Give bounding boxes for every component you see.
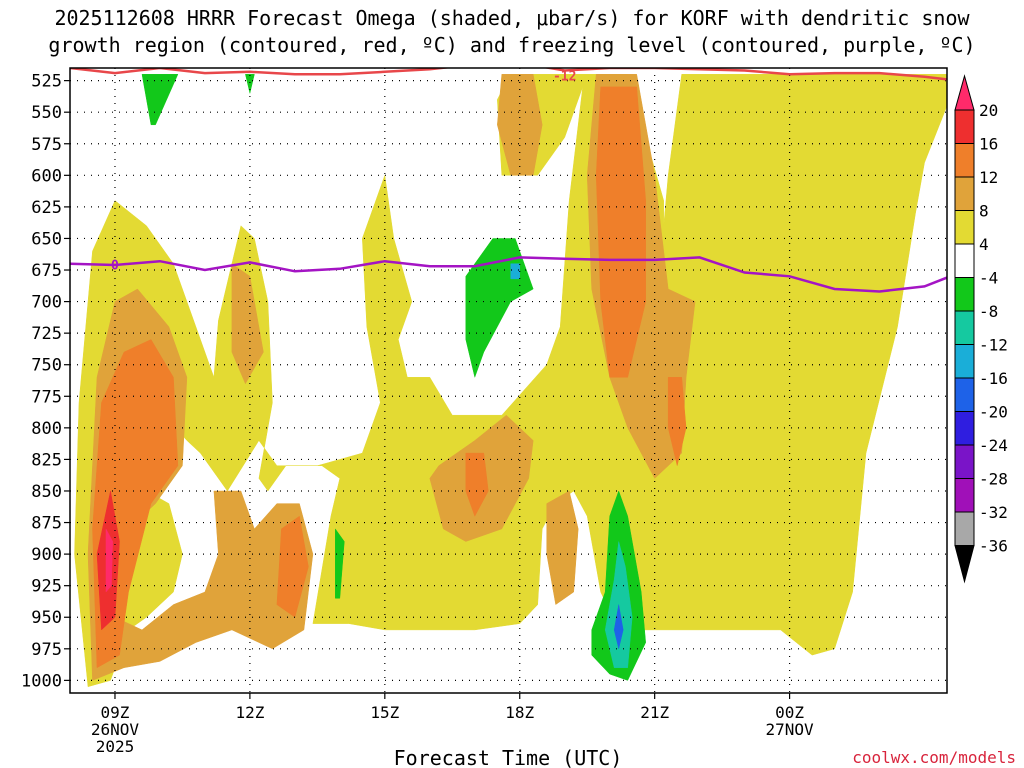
omega-region-down-12-20: [510, 263, 520, 280]
colorbar-tick-label-7: -12: [979, 336, 1008, 355]
x-axis-label: Forecast Time (UTC): [394, 746, 623, 768]
y-tick-label-1000: 1000: [21, 671, 62, 691]
colorbar-top-arrow: [954, 74, 975, 111]
y-tick-label-700: 700: [31, 293, 62, 313]
y-tick-label-875: 875: [31, 514, 62, 534]
y-tick-label-550: 550: [31, 103, 62, 123]
colorbar-tick-label-4: 4: [979, 235, 989, 254]
colorbar-tick-label-11: -28: [979, 470, 1008, 489]
y-tick-label-825: 825: [31, 450, 62, 470]
omega-region-down-4-14: [141, 74, 179, 126]
colorbar: 20 16 12 8 4 -4 -8 -12 -16 -20 -24 -28 -32 -36: [954, 74, 1008, 584]
colorbar-tick-label-3: 8: [979, 202, 989, 221]
colorbar-tick-label-8: -16: [979, 369, 1008, 388]
colorbar-swatch-8: [954, 344, 975, 379]
y-tick-label-750: 750: [31, 356, 62, 376]
omega-region-down-4-16: [335, 528, 345, 599]
omega-region-up-20-13: [105, 528, 113, 593]
colorbar-tick-label-1: 16: [979, 135, 998, 154]
colorbar-swatch-7: [954, 310, 975, 345]
y-tick-label-950: 950: [31, 608, 62, 628]
colorbar-swatch-2: [954, 143, 975, 178]
omega-region-up-12-9: [595, 86, 646, 378]
x-tick-label-09Z-2: 26NOV: [91, 720, 140, 739]
y-tick-label-675: 675: [31, 261, 62, 281]
colorbar-swatch-6: [954, 277, 975, 312]
y-tick-label-525: 525: [31, 72, 62, 92]
colorbar-swatch-4: [954, 210, 975, 245]
colorbar-swatch-1: [954, 109, 975, 144]
chart-title-line1: 2025112608 HRRR Forecast Omega (shaded, …: [54, 6, 970, 30]
colorbar-swatch-11: [954, 444, 975, 479]
freezing-level-0-line: [70, 256, 947, 293]
colorbar-tick-label-0: 20: [979, 101, 998, 120]
y-tick-label-650: 650: [31, 229, 62, 249]
y-tick-label-800: 800: [31, 419, 62, 439]
colorbar-tick-label-2: 12: [979, 168, 998, 187]
plot-frame: [69, 67, 948, 694]
colorbar-swatch-12: [954, 478, 975, 513]
y-tick-label-600: 600: [31, 166, 62, 186]
x-tick-label-12Z-1: 12Z: [235, 703, 264, 722]
omega-region-down-4-15: [245, 74, 255, 94]
source-credit[interactable]: coolwx.com/models: [852, 748, 1016, 767]
y-axis-ticks: 525 550 575 600 625 650 675 700 725 750 775 800 825 8…: [21, 72, 70, 691]
omega-region-up-12-11: [465, 452, 489, 517]
chart-title-line2: growth region (contoured, red, ºC) and f…: [48, 33, 975, 57]
x-tick-label-18Z-1: 18Z: [505, 703, 534, 722]
y-tick-label-900: 900: [31, 545, 62, 565]
x-tick-label-00Z-1: 00Z: [775, 703, 804, 722]
dgz-minus12-line: [70, 68, 947, 81]
dgz-minus12-label: -12: [553, 69, 576, 84]
omega-region-up-8-2: [231, 263, 264, 385]
colorbar-tick-label-13: -36: [979, 537, 1008, 556]
y-tick-label-725: 725: [31, 324, 62, 344]
colorbar-tick-label-5: -4: [979, 269, 998, 288]
freezing-level-0-label: 0: [111, 259, 119, 274]
y-tick-label-575: 575: [31, 135, 62, 155]
colorbar-tick-label-10: -24: [979, 436, 1008, 455]
y-tick-label-625: 625: [31, 198, 62, 218]
y-tick-label-975: 975: [31, 640, 62, 660]
colorbar-swatch-3: [954, 176, 975, 211]
temperature-contours: -12 0: [70, 68, 947, 293]
x-tick-label-09Z-3: 2025: [96, 737, 135, 756]
y-tick-label-925: 925: [31, 577, 62, 597]
x-tick-label-00Z-2: 27NOV: [766, 720, 815, 739]
omega-region-down-16-21: [613, 604, 624, 649]
x-tick-label-09Z-1: 09Z: [101, 703, 130, 722]
colorbar-tick-label-9: -20: [979, 403, 1008, 422]
colorbar-bottom-arrow: [954, 545, 975, 584]
colorbar-swatch-10: [954, 411, 975, 446]
omega-region-up-12-8: [276, 515, 309, 618]
x-tick-label-15Z-1: 15Z: [370, 703, 399, 722]
y-tick-label-775: 775: [31, 387, 62, 407]
omega-region-up-12-10: [667, 377, 687, 466]
colorbar-swatch-5: [954, 243, 975, 278]
colorbar-tick-label-12: -32: [979, 503, 1008, 522]
colorbar-tick-label-6: -8: [979, 302, 998, 321]
x-tick-label-21Z-1: 21Z: [640, 703, 669, 722]
y-tick-label-850: 850: [31, 482, 62, 502]
colorbar-swatch-9: [954, 377, 975, 412]
colorbar-swatch-13: [954, 511, 975, 546]
